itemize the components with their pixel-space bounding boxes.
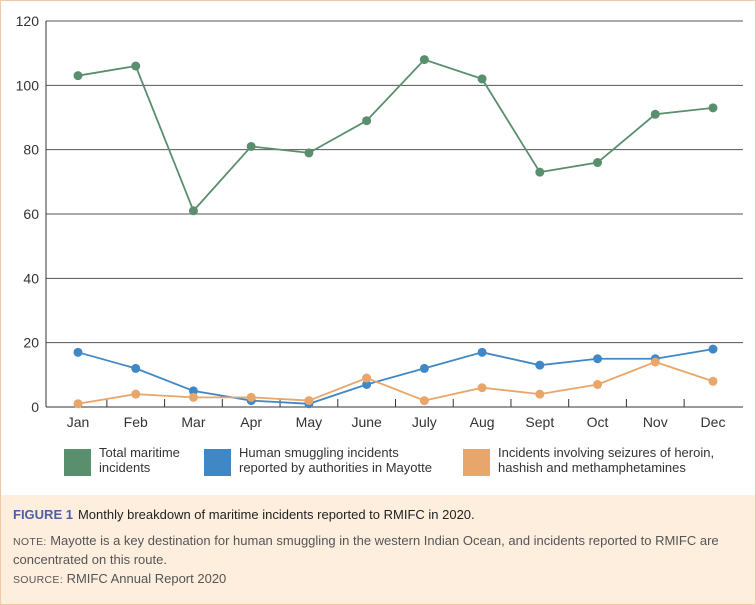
- data-point: [362, 116, 372, 126]
- data-point: [708, 344, 718, 354]
- data-point: [362, 379, 372, 389]
- y-tick-label: 60: [23, 206, 39, 222]
- x-tick-label: Dec: [701, 414, 726, 430]
- data-point: [708, 376, 718, 386]
- y-tick-label: 0: [31, 399, 39, 415]
- data-point: [535, 389, 545, 399]
- y-tick-label: 120: [16, 13, 40, 29]
- data-point: [477, 383, 487, 393]
- data-point: [535, 360, 545, 370]
- legend-swatch-smuggling: [204, 449, 231, 476]
- x-tick-label: Feb: [124, 414, 148, 430]
- data-point: [477, 347, 487, 357]
- data-point: [419, 396, 429, 406]
- x-tick-label: Jan: [67, 414, 90, 430]
- figure-caption: FIGURE 1 Monthly breakdown of maritime in…: [13, 507, 743, 589]
- legend-label-line: incidents: [99, 460, 151, 475]
- series-line-2: [77, 348, 714, 405]
- x-tick-label: Mar: [181, 414, 205, 430]
- figure-note: NOTE: Mayotte is a key destination for h…: [13, 532, 743, 568]
- data-point: [535, 167, 545, 177]
- legend-label-line: Incidents involving seizures of heroin,: [498, 445, 715, 460]
- series-line-3: [77, 361, 714, 405]
- data-point: [131, 389, 141, 399]
- data-point: [188, 392, 198, 402]
- x-tick-label: Aug: [470, 414, 495, 430]
- x-tick-label: Oct: [587, 414, 609, 430]
- x-tick-label: Sept: [525, 414, 554, 430]
- x-tick-label: Nov: [643, 414, 668, 430]
- data-point: [246, 141, 256, 151]
- legend: Total maritime incidents Human smuggling…: [1, 445, 755, 489]
- data-point: [650, 109, 660, 119]
- data-point: [304, 148, 314, 158]
- x-tick-label: Apr: [240, 414, 262, 430]
- y-tick-label: 20: [23, 335, 39, 351]
- legend-swatch-total: [64, 449, 91, 476]
- figure-title-text: Monthly breakdown of maritime incidents …: [77, 507, 475, 522]
- y-tick-label: 100: [16, 77, 40, 93]
- y-tick-label: 80: [23, 142, 39, 158]
- legend-label-line: hashish and methamphetamines: [498, 460, 686, 475]
- note-label: NOTE:: [13, 536, 47, 548]
- data-point: [73, 71, 83, 81]
- legend-label-line: Human smuggling incidents: [239, 445, 399, 460]
- data-point: [593, 379, 603, 389]
- data-point: [593, 354, 603, 364]
- data-point: [419, 55, 429, 65]
- legend-item-total: Total maritime incidents: [64, 445, 199, 476]
- data-point: [246, 392, 256, 402]
- data-point: [593, 158, 603, 168]
- data-point: [188, 206, 198, 216]
- data-point: [188, 386, 198, 396]
- legend-label-line: reported by authorities in Mayotte: [239, 460, 432, 475]
- legend-item-drugs: Incidents involving seizures of heroin, …: [463, 445, 756, 476]
- data-point: [73, 399, 83, 409]
- data-point: [304, 396, 314, 406]
- data-point: [419, 363, 429, 373]
- figure-title: FIGURE 1 Monthly breakdown of maritime in…: [13, 507, 743, 522]
- data-point: [708, 103, 718, 113]
- data-point: [73, 347, 83, 357]
- data-point: [650, 357, 660, 367]
- data-point: [477, 74, 487, 84]
- legend-label-smuggling: Human smuggling incidents reported by au…: [239, 445, 464, 475]
- data-point: [131, 363, 141, 373]
- plot-area: 0 20 40 60 80 100 120 Jan Feb Mar Apr May June July Au…: [1, 1, 755, 495]
- line-chart: 0 20 40 60 80 100 120 Jan Feb Mar Apr May June July Au…: [16, 13, 743, 430]
- source-text: RMIFC Annual Report 2020: [66, 571, 227, 586]
- x-tick-label: June: [351, 414, 382, 430]
- x-tick-label: May: [296, 414, 322, 430]
- legend-label-total: Total maritime incidents: [99, 445, 199, 475]
- legend-swatch-drugs: [463, 449, 490, 476]
- source-label: SOURCE:: [13, 574, 63, 586]
- y-tick-label: 40: [23, 270, 39, 286]
- legend-item-smuggling: Human smuggling incidents reported by au…: [204, 445, 464, 476]
- legend-label-line: Total maritime: [99, 445, 180, 460]
- series-line-1: [77, 58, 714, 213]
- note-text: Mayotte is a key destination for human s…: [13, 533, 719, 567]
- data-point: [362, 373, 372, 383]
- data-point: [131, 61, 141, 71]
- legend-label-drugs: Incidents involving seizures of heroin, …: [498, 445, 756, 475]
- figure-label: FIGURE 1: [13, 507, 73, 522]
- figure-source: SOURCE: RMIFC Annual Report 2020: [13, 570, 743, 589]
- x-tick-label: July: [412, 414, 437, 430]
